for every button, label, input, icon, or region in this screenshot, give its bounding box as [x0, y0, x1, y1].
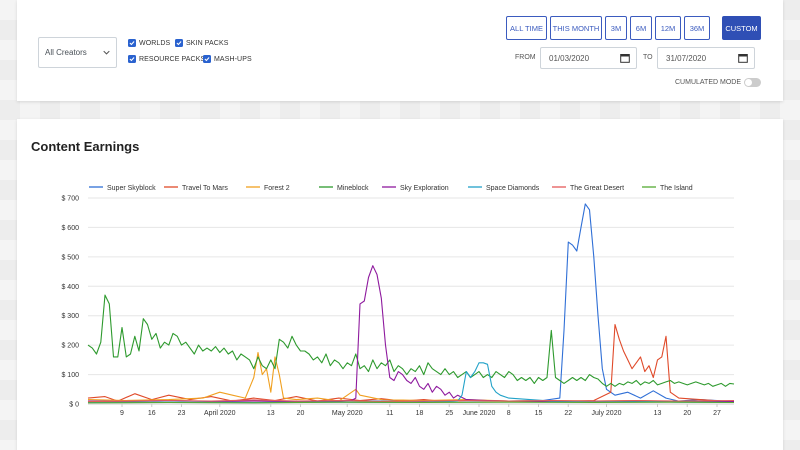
legend-entry: Travel To Mars: [182, 185, 228, 192]
from-date-value: 01/03/2020: [549, 53, 590, 63]
series-line: [87, 401, 735, 404]
toggle-knob: [745, 79, 752, 86]
x-tick-label: 15: [535, 410, 543, 417]
from-label: FROM: [515, 54, 536, 61]
checkbox-checked-icon: [175, 39, 183, 47]
range-12m-button[interactable]: 12M: [655, 16, 681, 40]
chart-title: Content Earnings: [31, 139, 140, 154]
y-tick-label: $ 600: [61, 225, 79, 232]
x-tick-label: July 2020: [592, 410, 622, 417]
content-earnings-chart: $ 0 $ 100 $ 200 $ 300 $ 400 $ 500 $ 600 $ 700 9 1…: [61, 185, 735, 417]
legend-entry: The Island: [660, 185, 693, 192]
range-36m-button[interactable]: 36M: [684, 16, 710, 40]
x-tick-label: 25: [445, 410, 453, 417]
x-tick-label: 22: [564, 410, 572, 417]
calendar-icon: [738, 54, 748, 63]
to-label: TO: [643, 54, 653, 61]
checkbox-worlds-label: WORLDS: [139, 39, 171, 47]
legend-entry: Forest 2: [264, 185, 290, 192]
x-tick-label: 13: [654, 410, 662, 417]
y-tick-label: $ 700: [61, 196, 79, 203]
x-tick-label: June 2020: [463, 410, 496, 417]
checkbox-mash-ups[interactable]: MASH-UPS: [203, 55, 252, 63]
x-tick-label: 23: [178, 410, 186, 417]
x-tick-label: 20: [683, 410, 691, 417]
series-line: [87, 203, 735, 403]
checkbox-mash-ups-label: MASH-UPS: [214, 55, 252, 63]
y-tick-label: $ 300: [61, 313, 79, 320]
checkbox-checked-icon: [203, 55, 211, 63]
range-all-time-button[interactable]: ALL TIME: [506, 16, 547, 40]
filter-panel: All Creators WORLDS SKIN PACKS RESOURCE …: [17, 0, 783, 101]
creator-select[interactable]: All Creators: [38, 37, 117, 68]
checkbox-skin-packs-label: SKIN PACKS: [186, 39, 229, 47]
series-line: [87, 294, 735, 387]
legend-entry: Sky Exploration: [400, 185, 449, 192]
to-date-input[interactable]: 31/07/2020: [657, 47, 755, 69]
x-tick-label: 13: [267, 410, 275, 417]
series-line: [87, 351, 735, 403]
x-tick-label: 16: [148, 410, 156, 417]
x-tick-label: April 2020: [204, 410, 236, 417]
checkbox-resource-packs-label: RESOURCE PACKS: [139, 55, 206, 63]
chevron-down-icon: [103, 50, 110, 55]
series-line: [87, 399, 735, 403]
checkbox-skin-packs[interactable]: SKIN PACKS: [175, 39, 229, 47]
from-date-input[interactable]: 01/03/2020: [540, 47, 637, 69]
creator-select-value: All Creators: [45, 48, 87, 57]
chart-panel: Content Earnings $ 0 $ 100 $ 200 $ 300 $ 400…: [17, 119, 783, 450]
y-tick-label: $ 100: [61, 372, 79, 379]
x-tick-label: 20: [297, 410, 305, 417]
legend-entry: Super Skyblock: [107, 185, 156, 192]
x-tick-label: 8: [507, 410, 511, 417]
y-tick-label: $ 200: [61, 343, 79, 350]
range-custom-button[interactable]: CUSTOM: [722, 16, 761, 40]
range-this-month-button[interactable]: THIS MONTH: [550, 16, 602, 40]
checkbox-checked-icon: [128, 39, 136, 47]
legend-entry: Space Diamonds: [486, 185, 540, 192]
x-tick-label: 18: [416, 410, 424, 417]
cumulated-mode-label: CUMULATED MODE: [675, 79, 741, 86]
legend-entry: The Great Desert: [570, 185, 624, 192]
checkbox-checked-icon: [128, 55, 136, 63]
checkbox-worlds[interactable]: WORLDS: [128, 39, 170, 47]
y-tick-label: $ 400: [61, 284, 79, 291]
legend-entry: Mineblock: [337, 185, 369, 192]
y-tick-label: $ 0: [69, 402, 79, 409]
x-tick-label: 9: [120, 410, 124, 417]
cumulated-mode-toggle[interactable]: [744, 78, 761, 87]
x-tick-label: 27: [713, 410, 721, 417]
to-date-value: 31/07/2020: [666, 53, 707, 63]
range-6m-button[interactable]: 6M: [630, 16, 652, 40]
checkbox-resource-packs[interactable]: RESOURCE PACKS: [128, 55, 205, 63]
series-line: [87, 323, 735, 403]
x-tick-label: May 2020: [332, 410, 363, 417]
y-tick-label: $ 500: [61, 254, 79, 261]
calendar-icon: [620, 54, 630, 63]
range-3m-button[interactable]: 3M: [605, 16, 627, 40]
x-tick-label: 11: [386, 410, 393, 417]
